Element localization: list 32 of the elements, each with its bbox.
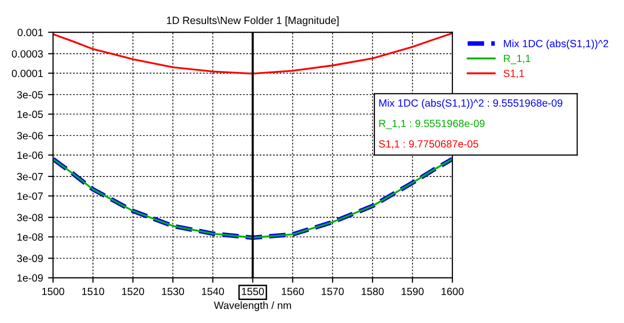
- y-tick-label: 3e-05: [17, 91, 43, 98]
- chart-title: 1D Results\New Folder 1 [Magnitude]: [166, 16, 339, 26]
- y-tick-label: 0.0001: [12, 70, 43, 78]
- x-tick-label: 1600: [442, 288, 464, 296]
- x-axis-title: Wavelength / nm: [214, 301, 291, 312]
- annotation: R_1,1 : 9.5551968e-09: [379, 120, 485, 130]
- x-tick-label: 1550: [242, 288, 264, 296]
- y-tick-label: 3e-08: [17, 214, 43, 222]
- legend-label: R_1,1: [504, 54, 530, 64]
- x-tick-label: 1590: [402, 288, 424, 296]
- annotation: Mix 1DC (abs(S1,1))^2 : 9.5551968e-09: [379, 99, 562, 109]
- y-tick-label: 1e-06: [17, 152, 43, 159]
- x-tick-label: 1570: [322, 288, 344, 296]
- x-tick-label: 1540: [202, 288, 224, 296]
- x-tick-label: 1510: [82, 288, 104, 296]
- y-tick-label: 1e-08: [17, 233, 43, 241]
- y-tick-label: 1e-09: [17, 274, 43, 282]
- annotation: S1,1 : 9.7750687e-05: [378, 140, 478, 149]
- y-tick-label: 1e-05: [17, 110, 43, 118]
- y-tick-label: 0.0003: [12, 50, 43, 58]
- y-tick-label: 3e-06: [17, 132, 43, 140]
- y-tick-label: 1e-07: [17, 192, 43, 200]
- y-tick-label: 3e-09: [17, 254, 43, 262]
- x-tick-label: 1520: [122, 288, 144, 296]
- x-tick-label: 1530: [162, 288, 184, 296]
- y-tick-label: 0.001: [18, 28, 43, 36]
- legend-label: Mix 1DC (abs(S1,1))^2: [504, 40, 608, 50]
- legend-label: S1,1: [504, 70, 524, 78]
- x-tick-label: 1580: [362, 288, 384, 296]
- x-tick-label: 1500: [42, 288, 64, 296]
- y-tick-label: 3e-07: [17, 172, 43, 180]
- x-tick-label: 1560: [282, 288, 304, 296]
